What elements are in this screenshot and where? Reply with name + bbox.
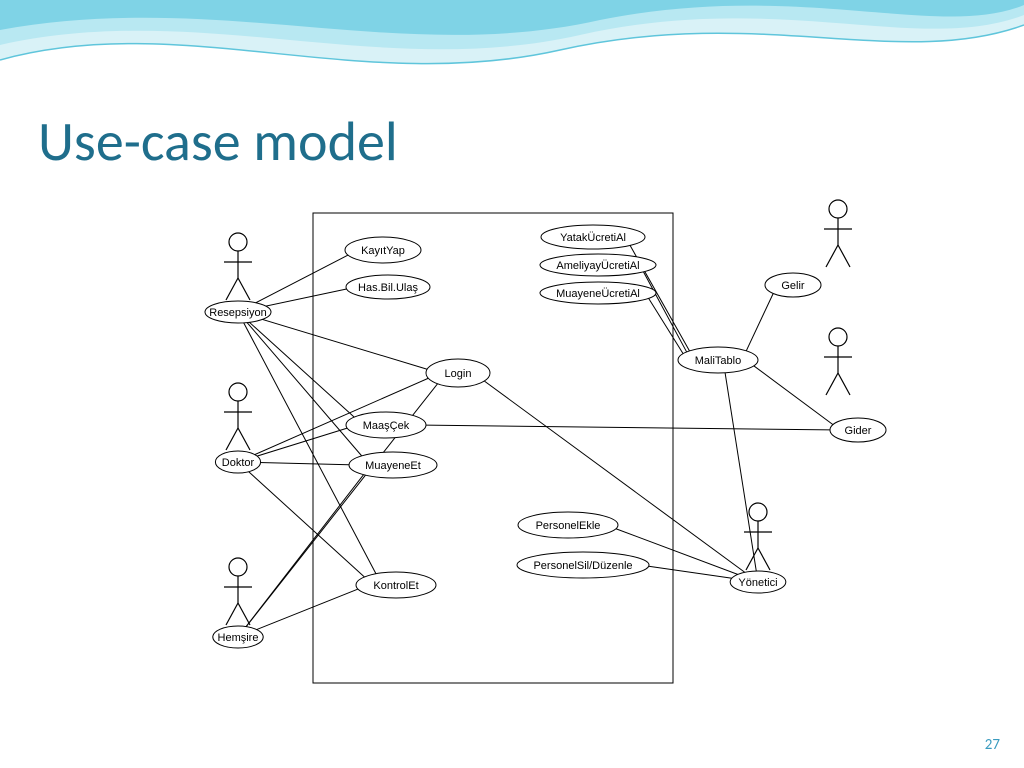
edge (238, 312, 376, 574)
actor-label: Hemşire (218, 632, 259, 644)
usecase-label: YatakÜcretiAl (560, 232, 626, 244)
usecase-label: MaliTablo (695, 355, 741, 367)
actor-label: Resepsiyon (209, 307, 266, 319)
usecase-label: AmeliyayÜcretiAl (556, 260, 639, 272)
usecase-label: MuayeneEt (365, 460, 421, 472)
usecase-kayityap: KayıtYap (345, 237, 421, 263)
usecase-muayeneucret: MuayeneÜcretiAl (540, 282, 656, 304)
usecase-personelsil: PersonelSil/Düzenle (517, 552, 649, 578)
usecase-label: Login (445, 368, 472, 380)
actor-yonetici: Yönetici (730, 503, 786, 593)
usecase-muayeneet: MuayeneEt (349, 452, 437, 478)
usecase-ameliyat: AmeliyayÜcretiAl (540, 254, 656, 276)
edge (754, 366, 833, 425)
actor-a4 (824, 200, 852, 267)
usecase-hasbil: Has.Bil.Ulaş (346, 275, 430, 299)
actor-label: Yönetici (738, 577, 777, 589)
usecase-personelekle: PersonelEkle (518, 512, 618, 538)
actor-doktor: Doktor (215, 383, 260, 473)
usecase-login: Login (426, 359, 490, 387)
usecase-gider: Gider (830, 418, 886, 442)
usecase-label: Gelir (781, 280, 805, 292)
usecase-label: KayıtYap (361, 245, 405, 257)
edge (746, 293, 773, 350)
usecase-label: Gider (845, 425, 872, 437)
actor-a5 (824, 328, 852, 395)
usecase-label: Has.Bil.Ulaş (358, 282, 418, 294)
slide-number: 27 (985, 736, 1000, 754)
usecase-yatak: YatakÜcretiAl (541, 225, 645, 249)
edge (616, 529, 758, 582)
use-case-diagram: Resepsiyon Doktor Hemşire Yönetici KayıtYap H… (178, 195, 898, 695)
wave-decoration (0, 0, 1024, 110)
edge (649, 298, 683, 353)
actor-hemsire: Hemşire (213, 558, 263, 648)
edge (238, 312, 354, 417)
slide-title: Use-case model (38, 108, 398, 176)
edge (725, 373, 758, 582)
usecase-label: MaaşÇek (363, 420, 410, 432)
edge (238, 462, 364, 577)
usecase-label: MuayeneÜcretiAl (556, 288, 640, 300)
usecase-gelir: Gelir (765, 273, 821, 297)
usecase-label: PersonelEkle (536, 520, 601, 532)
usecase-malitablo: MaliTablo (678, 347, 758, 373)
usecase-kontrolet: KontrolEt (356, 572, 436, 598)
usecase-maascek: MaaşÇek (346, 412, 426, 438)
edge (643, 272, 686, 352)
edge (426, 425, 830, 430)
edge (484, 381, 758, 582)
actor-label: Doktor (222, 457, 255, 469)
actor-resepsiyon: Resepsiyon (205, 233, 271, 323)
edge (238, 475, 364, 637)
usecase-label: KontrolEt (373, 580, 418, 592)
usecase-label: PersonelSil/Düzenle (533, 560, 632, 572)
edge (238, 312, 427, 369)
